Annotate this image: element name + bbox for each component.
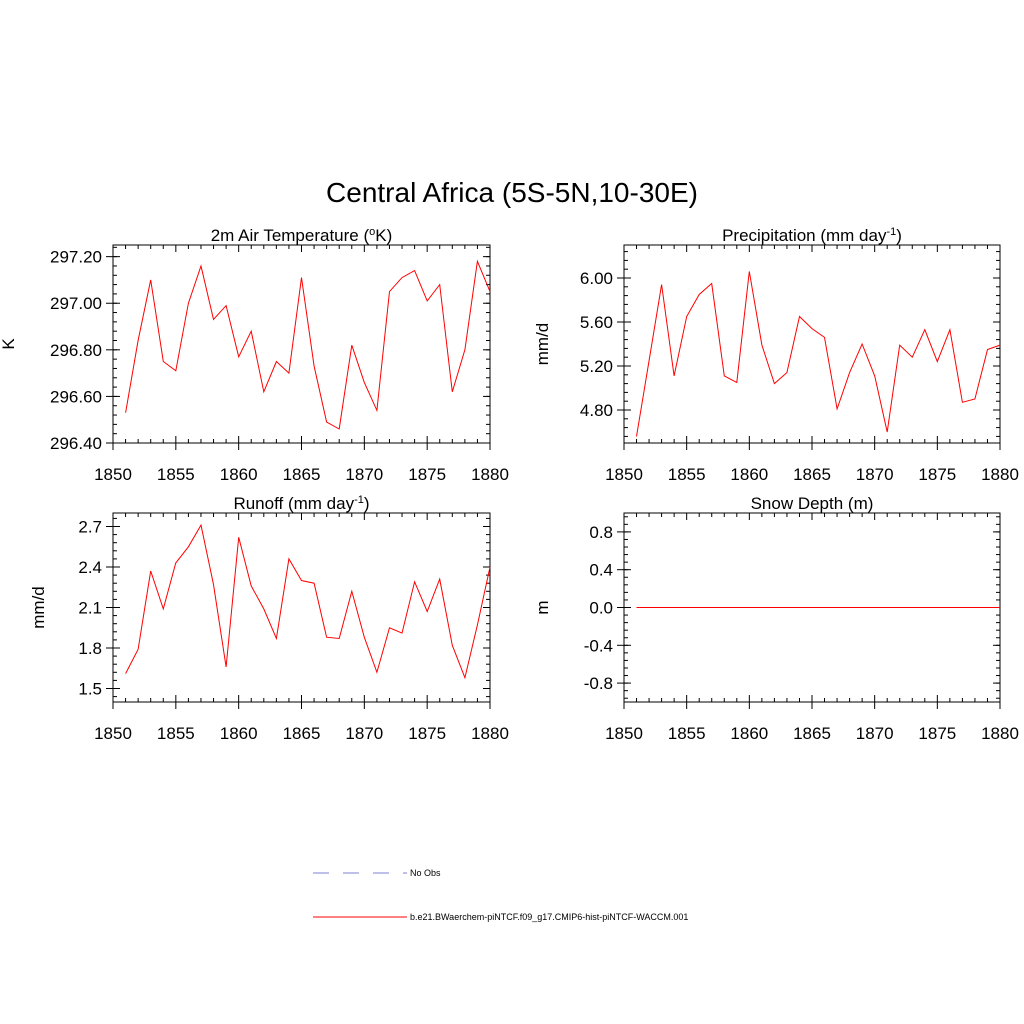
panel-1: 2m Air Temperature (oK) 1850 1855 1860 1865 1… bbox=[0, 226, 509, 484]
panel-title-tail: ) bbox=[896, 226, 902, 245]
panel-title: Precipitation (mm day-1) bbox=[722, 226, 902, 245]
series-line bbox=[125, 523, 491, 680]
plot-frame bbox=[112, 512, 491, 703]
x-tick-label: 1855 bbox=[668, 465, 706, 484]
y-tick-label: 297.00 bbox=[50, 294, 102, 313]
y-tick-label: 4.80 bbox=[580, 401, 613, 420]
y-tick-label: 0.0 bbox=[589, 599, 613, 618]
y-tick-label: 296.60 bbox=[50, 387, 102, 406]
x-tick-label: 1870 bbox=[345, 724, 383, 743]
x-tick-label: 1880 bbox=[471, 465, 509, 484]
y-axis-label: m bbox=[533, 600, 552, 614]
y-tick-label: 296.40 bbox=[50, 434, 102, 453]
x-tick-label: 1850 bbox=[605, 465, 643, 484]
x-tick-label: 1870 bbox=[856, 465, 894, 484]
plot-frame bbox=[112, 244, 491, 444]
series-line bbox=[636, 271, 1001, 437]
y-tick-label: 2.4 bbox=[78, 558, 102, 577]
x-tick-label: 1865 bbox=[793, 724, 831, 743]
x-tick-label: 1850 bbox=[94, 465, 132, 484]
y-tick-label: -0.4 bbox=[584, 636, 613, 655]
panel-title-text: Precipitation (mm day bbox=[722, 226, 887, 245]
x-tick-label: 1860 bbox=[730, 724, 768, 743]
y-tick-label: 5.20 bbox=[580, 357, 613, 376]
x-tick-label: 1875 bbox=[408, 724, 446, 743]
x-tick-label: 1880 bbox=[471, 724, 509, 743]
panel-title-text: Snow Depth (m) bbox=[751, 494, 874, 513]
y-tick-label: 6.00 bbox=[580, 269, 613, 288]
x-tick-label: 1870 bbox=[345, 465, 383, 484]
panel-4: Snow Depth (m) 1850 1855 1860 1865 1870 1875 18… bbox=[533, 494, 1019, 743]
x-tick-label: 1880 bbox=[981, 465, 1019, 484]
legend-model-label: b.e21.BWaerchem-piNTCF.f09_g17.CMIP6-his… bbox=[410, 912, 688, 922]
x-tick-label: 1850 bbox=[94, 724, 132, 743]
y-tick-label: 1.5 bbox=[78, 680, 102, 699]
y-tick-label: -0.8 bbox=[584, 674, 613, 693]
x-tick-label: 1875 bbox=[918, 724, 956, 743]
x-tick-label: 1855 bbox=[668, 724, 706, 743]
y-tick-label: 297.20 bbox=[50, 248, 102, 267]
y-tick-label: 0.8 bbox=[589, 523, 613, 542]
panel-2: Precipitation (mm day-1) 1850 1855 1860 1865… bbox=[533, 226, 1019, 484]
legend: No Obs b.e21.BWaerchem-piNTCF.f09_g17.CM… bbox=[313, 868, 688, 922]
panel-title-superscript: -1 bbox=[886, 226, 896, 238]
x-tick-label: 1870 bbox=[856, 724, 894, 743]
figure-title: Central Africa (5S-5N,10-30E) bbox=[326, 177, 698, 208]
x-tick-label: 1855 bbox=[157, 724, 195, 743]
y-axis-label: mm/d bbox=[29, 586, 48, 629]
x-tick-label: 1865 bbox=[283, 724, 321, 743]
panel-title-tail: ) bbox=[364, 494, 370, 513]
y-tick-label: 2.1 bbox=[78, 599, 102, 618]
x-tick-label: 1880 bbox=[981, 724, 1019, 743]
y-axis-label: mm/d bbox=[533, 323, 552, 366]
x-tick-label: 1850 bbox=[605, 724, 643, 743]
x-tick-label: 1875 bbox=[918, 465, 956, 484]
x-tick-label: 1860 bbox=[730, 465, 768, 484]
x-tick-label: 1865 bbox=[793, 465, 831, 484]
panels: 2m Air Temperature (oK)1850 1855 1860 1865 1… bbox=[0, 226, 1019, 743]
y-tick-label: 296.80 bbox=[50, 341, 102, 360]
x-tick-label: 1855 bbox=[157, 465, 195, 484]
x-tick-label: 1875 bbox=[408, 465, 446, 484]
panel-title: Snow Depth (m) bbox=[751, 494, 874, 513]
panel-title-superscript: o bbox=[369, 226, 375, 238]
y-tick-label: 2.7 bbox=[78, 518, 102, 537]
y-axis-label: K bbox=[0, 338, 18, 350]
legend-obs-label: No Obs bbox=[410, 868, 441, 878]
y-tick-label: 0.4 bbox=[589, 561, 613, 580]
x-tick-label: 1860 bbox=[220, 724, 258, 743]
y-tick-label: 1.8 bbox=[78, 639, 102, 658]
panel-title: Runoff (mm day-1) bbox=[233, 494, 369, 513]
panel-3: Runoff (mm day-1) 1850 1855 1860 1865 1870 187… bbox=[29, 494, 509, 743]
panel-title-text: 2m Air Temperature ( bbox=[211, 226, 370, 245]
x-tick-label: 1860 bbox=[220, 465, 258, 484]
series-line bbox=[125, 259, 491, 430]
x-tick-label: 1865 bbox=[283, 465, 321, 484]
panel-title-tail: K) bbox=[375, 226, 392, 245]
panel-title: 2m Air Temperature (oK) bbox=[211, 226, 393, 245]
panel-title-text: Runoff (mm day bbox=[233, 494, 354, 513]
panel-title-superscript: -1 bbox=[354, 494, 364, 506]
y-tick-label: 5.60 bbox=[580, 313, 613, 332]
